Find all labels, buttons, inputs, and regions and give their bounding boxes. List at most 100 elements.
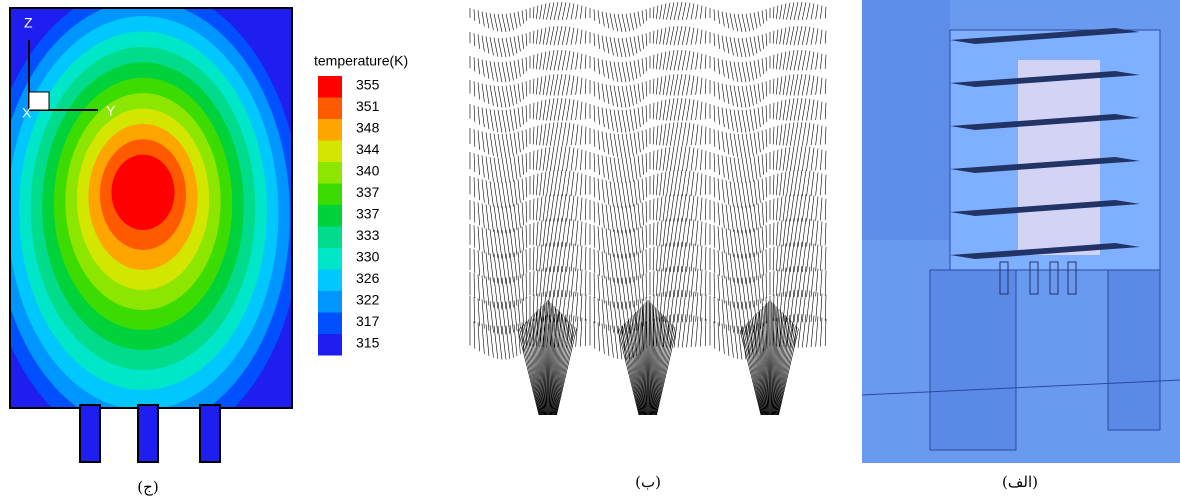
vector — [780, 124, 782, 145]
vector — [670, 98, 674, 120]
vector — [780, 172, 782, 195]
vector — [696, 124, 698, 145]
vector — [562, 122, 566, 146]
vector — [474, 249, 475, 273]
model-panel: (الف) — [862, 0, 1180, 491]
vector — [787, 147, 790, 171]
vector — [478, 106, 480, 124]
vector — [807, 195, 810, 222]
vector — [696, 220, 698, 246]
vector — [776, 102, 778, 120]
vector — [622, 14, 626, 32]
vector — [773, 31, 774, 44]
vector — [730, 229, 733, 257]
vector — [780, 268, 782, 296]
vector — [518, 132, 520, 153]
vector — [825, 151, 826, 170]
vector — [718, 178, 720, 200]
vector — [580, 174, 582, 196]
vector — [506, 86, 510, 107]
vector — [618, 14, 622, 32]
vector — [802, 74, 806, 95]
vector — [776, 246, 778, 271]
vector — [722, 228, 724, 254]
vector — [783, 100, 786, 121]
vector — [626, 158, 630, 183]
vector — [794, 74, 798, 96]
vector — [506, 182, 510, 208]
vector — [811, 148, 814, 171]
vector — [554, 194, 558, 222]
vector — [585, 247, 586, 271]
vector — [646, 177, 647, 197]
vector — [536, 246, 538, 271]
vector — [502, 62, 506, 82]
vector — [533, 31, 534, 44]
vector — [558, 50, 562, 70]
vector — [562, 194, 566, 221]
vector — [494, 110, 498, 132]
vector — [482, 108, 484, 128]
vector — [536, 6, 538, 19]
vector — [705, 319, 706, 346]
vector — [783, 244, 786, 272]
vector — [730, 181, 733, 206]
vector — [540, 148, 542, 170]
vector — [687, 147, 690, 171]
vector — [598, 178, 600, 200]
vector — [547, 147, 550, 171]
vector — [502, 254, 506, 284]
vector — [518, 12, 520, 27]
vector — [610, 205, 613, 232]
vector — [787, 51, 790, 70]
vector — [807, 51, 810, 70]
vector — [585, 55, 586, 69]
vector — [794, 50, 798, 70]
vector — [522, 34, 524, 48]
vector — [571, 196, 574, 222]
vector — [682, 122, 686, 146]
vector — [754, 276, 757, 305]
vector — [726, 60, 729, 78]
vector — [567, 27, 570, 45]
vector — [486, 204, 489, 230]
vector — [714, 273, 715, 298]
vector — [550, 26, 554, 45]
vector — [773, 223, 774, 245]
vector — [682, 26, 686, 45]
vector — [502, 230, 506, 259]
vector — [790, 146, 794, 171]
vector — [730, 253, 733, 282]
vector — [762, 202, 764, 225]
vector — [811, 268, 814, 297]
vector — [726, 156, 729, 179]
vector — [766, 153, 767, 172]
vector — [478, 58, 480, 74]
vector — [634, 276, 637, 305]
vector — [660, 100, 662, 120]
vector — [514, 108, 517, 129]
vector — [783, 148, 786, 171]
vector — [802, 218, 806, 246]
vector — [562, 146, 566, 171]
vector — [762, 58, 764, 74]
vector — [514, 12, 517, 28]
vector — [518, 60, 520, 77]
vector — [780, 100, 782, 120]
vector — [526, 105, 527, 121]
vector — [807, 99, 810, 121]
vector — [773, 247, 774, 271]
vector — [638, 60, 640, 77]
vector — [811, 172, 814, 196]
vector — [700, 150, 702, 170]
vector — [816, 172, 818, 195]
vector — [780, 244, 782, 271]
vector — [634, 180, 637, 204]
vector — [825, 31, 826, 44]
vector — [567, 267, 570, 297]
vector — [820, 246, 822, 271]
vector — [682, 218, 686, 246]
vector — [678, 146, 682, 171]
vector — [626, 134, 630, 158]
vector — [602, 276, 604, 304]
